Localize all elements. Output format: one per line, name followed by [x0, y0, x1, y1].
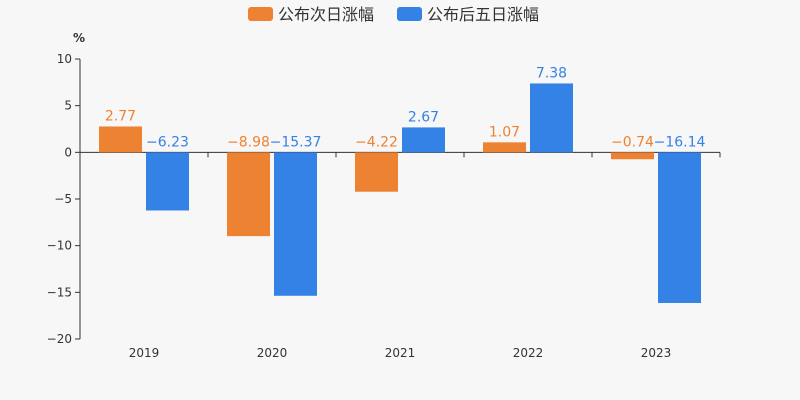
- x-tick-label: 2023: [641, 346, 672, 360]
- bar-five-day-2019: [146, 152, 189, 211]
- bars: [99, 83, 701, 303]
- data-label: −16.14: [654, 134, 706, 150]
- legend-label-five-day: 公布后五日涨幅: [427, 5, 539, 24]
- y-tick-label: 10: [57, 52, 72, 66]
- data-label: 2.67: [408, 109, 439, 125]
- bar-five-day-2023: [658, 152, 701, 303]
- y-tick-label: 0: [64, 145, 72, 159]
- data-label: −15.37: [270, 134, 322, 150]
- y-axis-unit: %: [73, 31, 85, 45]
- legend-swatch-five-day: [397, 7, 422, 21]
- data-label: −6.23: [146, 134, 189, 150]
- data-label: −0.74: [611, 134, 654, 150]
- bar-next-day-2019: [99, 126, 142, 153]
- bar-next-day-2021: [355, 152, 398, 192]
- y-tick-label: −10: [47, 239, 72, 253]
- bar-next-day-2020: [227, 152, 270, 237]
- x-tick-label: 2020: [257, 346, 288, 360]
- data-label: 1.07: [489, 124, 520, 140]
- bar-five-day-2022: [530, 83, 573, 153]
- data-label: 2.77: [105, 108, 136, 124]
- legend-swatch-next-day: [248, 7, 273, 21]
- legend-label-next-day: 公布次日涨幅: [278, 5, 374, 24]
- y-tick-label: −5: [54, 192, 72, 206]
- y-tick-label: 5: [64, 99, 72, 113]
- data-label: 7.38: [536, 65, 567, 81]
- bar-next-day-2022: [483, 142, 526, 153]
- axes: 10 5 0 −5 −10 −15 −20 2019 2020 2021 2022 2023: [47, 52, 721, 360]
- x-tick-label: 2022: [513, 346, 544, 360]
- data-label: −8.98: [227, 134, 270, 150]
- x-tick-label: 2021: [385, 346, 416, 360]
- data-labels: 2.77 −6.23 −8.98 −15.37 −4.22 2.67 1.07 7.38 −0.…: [105, 65, 706, 150]
- x-tick-label: 2019: [129, 346, 160, 360]
- bar-five-day-2021: [402, 127, 445, 153]
- y-tick-label: −20: [47, 332, 72, 346]
- bar-next-day-2023: [611, 152, 654, 160]
- y-tick-label: −15: [47, 285, 72, 299]
- data-label: −4.22: [355, 134, 398, 150]
- legend: 公布次日涨幅 公布后五日涨幅: [248, 5, 539, 24]
- bar-five-day-2020: [274, 152, 317, 296]
